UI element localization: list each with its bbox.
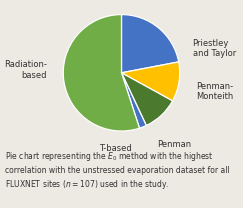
Wedge shape (122, 73, 173, 125)
Text: T-based: T-based (99, 144, 132, 153)
Text: Priestley
and Taylor: Priestley and Taylor (192, 39, 236, 58)
Wedge shape (63, 15, 139, 131)
Text: Pie chart representing the $E_0$ method with the highest
correlation with the un: Pie chart representing the $E_0$ method … (5, 150, 230, 191)
Wedge shape (122, 62, 180, 101)
Text: Radiation-
based: Radiation- based (4, 60, 47, 80)
Text: Penman-
Monteith: Penman- Monteith (196, 82, 233, 101)
Wedge shape (122, 15, 179, 73)
Wedge shape (122, 73, 146, 128)
Text: Penman: Penman (158, 140, 192, 149)
